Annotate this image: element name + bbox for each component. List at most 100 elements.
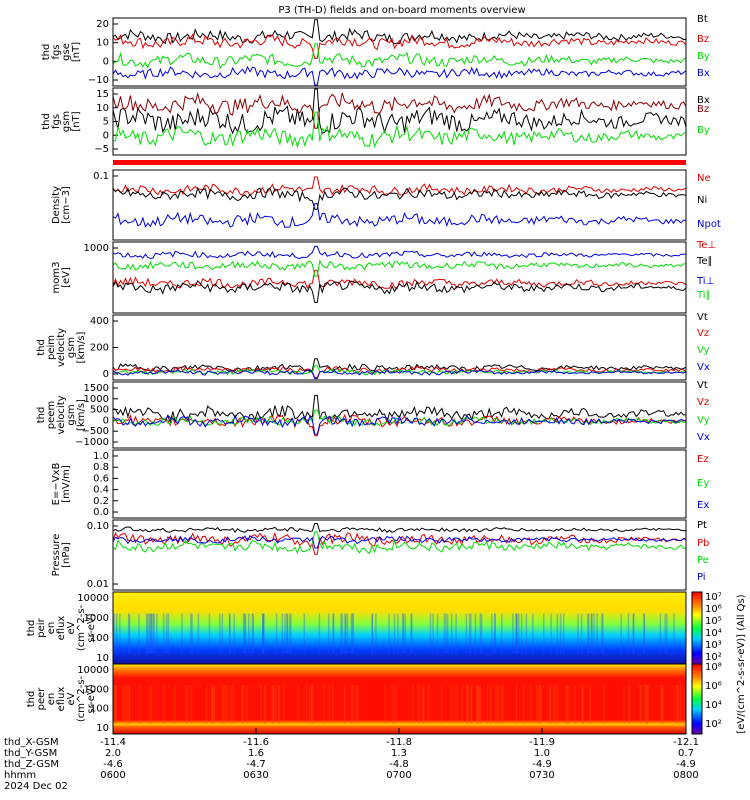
- spectrogram-texture: [297, 685, 300, 724]
- spectrogram-texture: [351, 613, 354, 654]
- spectrogram-texture: [469, 613, 472, 654]
- ytick-label: 0: [103, 130, 109, 141]
- spectrogram-texture: [422, 685, 425, 724]
- spectrogram-texture: [465, 613, 468, 654]
- footer-row-label: hhmm: [4, 770, 36, 781]
- panel-frame: [112, 449, 687, 519]
- series-Bx: [112, 65, 687, 86]
- spectrogram-texture: [494, 685, 497, 724]
- legend-By: By: [697, 125, 710, 136]
- spectrogram-texture: [443, 613, 446, 654]
- ytick-label: 20: [96, 19, 109, 30]
- spectrogram-texture: [375, 613, 377, 654]
- spectrogram-texture: [666, 613, 668, 654]
- legend-Vx: Vx: [697, 362, 710, 373]
- spectrogram-texture: [224, 685, 226, 724]
- spectrogram-texture: [149, 685, 151, 724]
- spectrogram-texture: [119, 613, 121, 654]
- panel-ylabel: E=−VxB[mV/m]: [51, 463, 72, 506]
- spectrogram-texture: [501, 685, 504, 724]
- colorbar-tick: 10²: [705, 652, 722, 663]
- spectrogram-texture: [467, 685, 469, 724]
- legend-Ti∥: Ti∥: [696, 290, 711, 301]
- spectrogram-texture: [535, 685, 538, 724]
- panel-frame: [112, 241, 687, 314]
- spectrogram-texture: [305, 685, 307, 724]
- spectrogram-texture: [340, 613, 342, 654]
- spectrogram-texture: [388, 613, 390, 654]
- spectrogram-texture: [225, 685, 228, 724]
- spectrogram-texture: [445, 613, 447, 654]
- legend-Pb: Pb: [697, 538, 709, 549]
- colorbar-label: [eV/(cm^2-s-sr-eV)] (All Qs): [736, 594, 747, 733]
- spectrogram-texture: [350, 613, 353, 654]
- ytick-label: 10000: [77, 665, 109, 676]
- ylabel-line: [nPa]: [61, 542, 72, 568]
- spectrogram-texture: [539, 685, 542, 724]
- spectrogram-texture: [397, 613, 399, 654]
- spectrogram-texture: [418, 685, 420, 724]
- spectrogram-texture: [205, 685, 208, 724]
- legend-Ne: Ne: [697, 173, 711, 184]
- series-Vt: [112, 394, 687, 424]
- spectrogram-texture: [371, 613, 374, 654]
- spectrogram-texture: [394, 685, 397, 724]
- spectrogram-texture: [470, 685, 472, 724]
- spectrogram-texture: [446, 613, 449, 654]
- spectrogram-texture: [676, 685, 679, 724]
- spectrogram-texture: [577, 613, 579, 654]
- spectrogram-texture: [213, 685, 215, 724]
- xtick-label: 0.7: [678, 748, 694, 759]
- xtick-label: -4.9: [532, 759, 552, 770]
- spectrogram-texture: [553, 685, 555, 724]
- xtick-label: 0630: [243, 770, 268, 781]
- ytick-label: 15: [96, 89, 109, 100]
- spectrogram-texture: [260, 685, 262, 724]
- spectrogram-texture: [591, 613, 593, 654]
- spectrogram-texture: [145, 613, 148, 654]
- spectrogram-texture: [124, 685, 126, 724]
- ylabel-line: [km/s]: [76, 331, 87, 363]
- ytick-label: 0.4: [93, 485, 109, 496]
- ytick-label: 1000: [84, 684, 109, 695]
- spectrogram-texture: [646, 685, 649, 724]
- spectrogram-texture: [371, 613, 373, 654]
- ylabel-line: velocity: [56, 328, 67, 367]
- spectrogram: [113, 664, 686, 734]
- series-Te∥: [112, 280, 687, 303]
- ylabel-line: fgs: [51, 114, 62, 129]
- ytick-label: 1000: [84, 243, 109, 254]
- quality-bar: [113, 160, 686, 165]
- ytick-label: 1000: [84, 613, 109, 624]
- ytick-label: 0: [103, 56, 109, 67]
- spectrogram-texture: [127, 613, 130, 654]
- ylabel-line: velocity: [56, 395, 67, 434]
- spectrogram-texture: [233, 613, 235, 654]
- series-Pi: [112, 535, 687, 549]
- ytick-label: 1000: [84, 394, 109, 405]
- panel-8: thdpeirenefluxeV(cm^2-s-sr-eV)1000010001…: [26, 591, 687, 665]
- spectrogram-texture: [491, 613, 493, 654]
- ytick-label: 200: [90, 343, 109, 354]
- spectrogram-texture: [165, 613, 168, 654]
- spectrogram-texture: [647, 685, 649, 724]
- series-Ne: [112, 176, 687, 196]
- spectrogram-texture: [674, 685, 677, 724]
- spectrogram-texture: [537, 685, 540, 724]
- series-Vt: [112, 358, 687, 373]
- spectrogram-texture: [543, 613, 545, 654]
- spectrogram-texture: [148, 613, 150, 654]
- ylabel-line: [eV]: [61, 267, 72, 288]
- spectrogram-texture: [271, 685, 274, 724]
- spectrogram-texture: [515, 685, 518, 724]
- spectrogram-texture: [410, 613, 412, 654]
- spectrogram-texture: [539, 685, 542, 724]
- series-Vy: [113, 409, 687, 427]
- spectrogram-texture: [550, 613, 552, 654]
- spectrogram-texture: [149, 613, 152, 654]
- legend-Ey: Ey: [697, 478, 709, 489]
- spectrogram-texture: [263, 613, 265, 654]
- ylabel-line: thd: [36, 407, 47, 424]
- spectrogram-texture: [128, 685, 130, 724]
- spectrogram-texture: [479, 685, 482, 724]
